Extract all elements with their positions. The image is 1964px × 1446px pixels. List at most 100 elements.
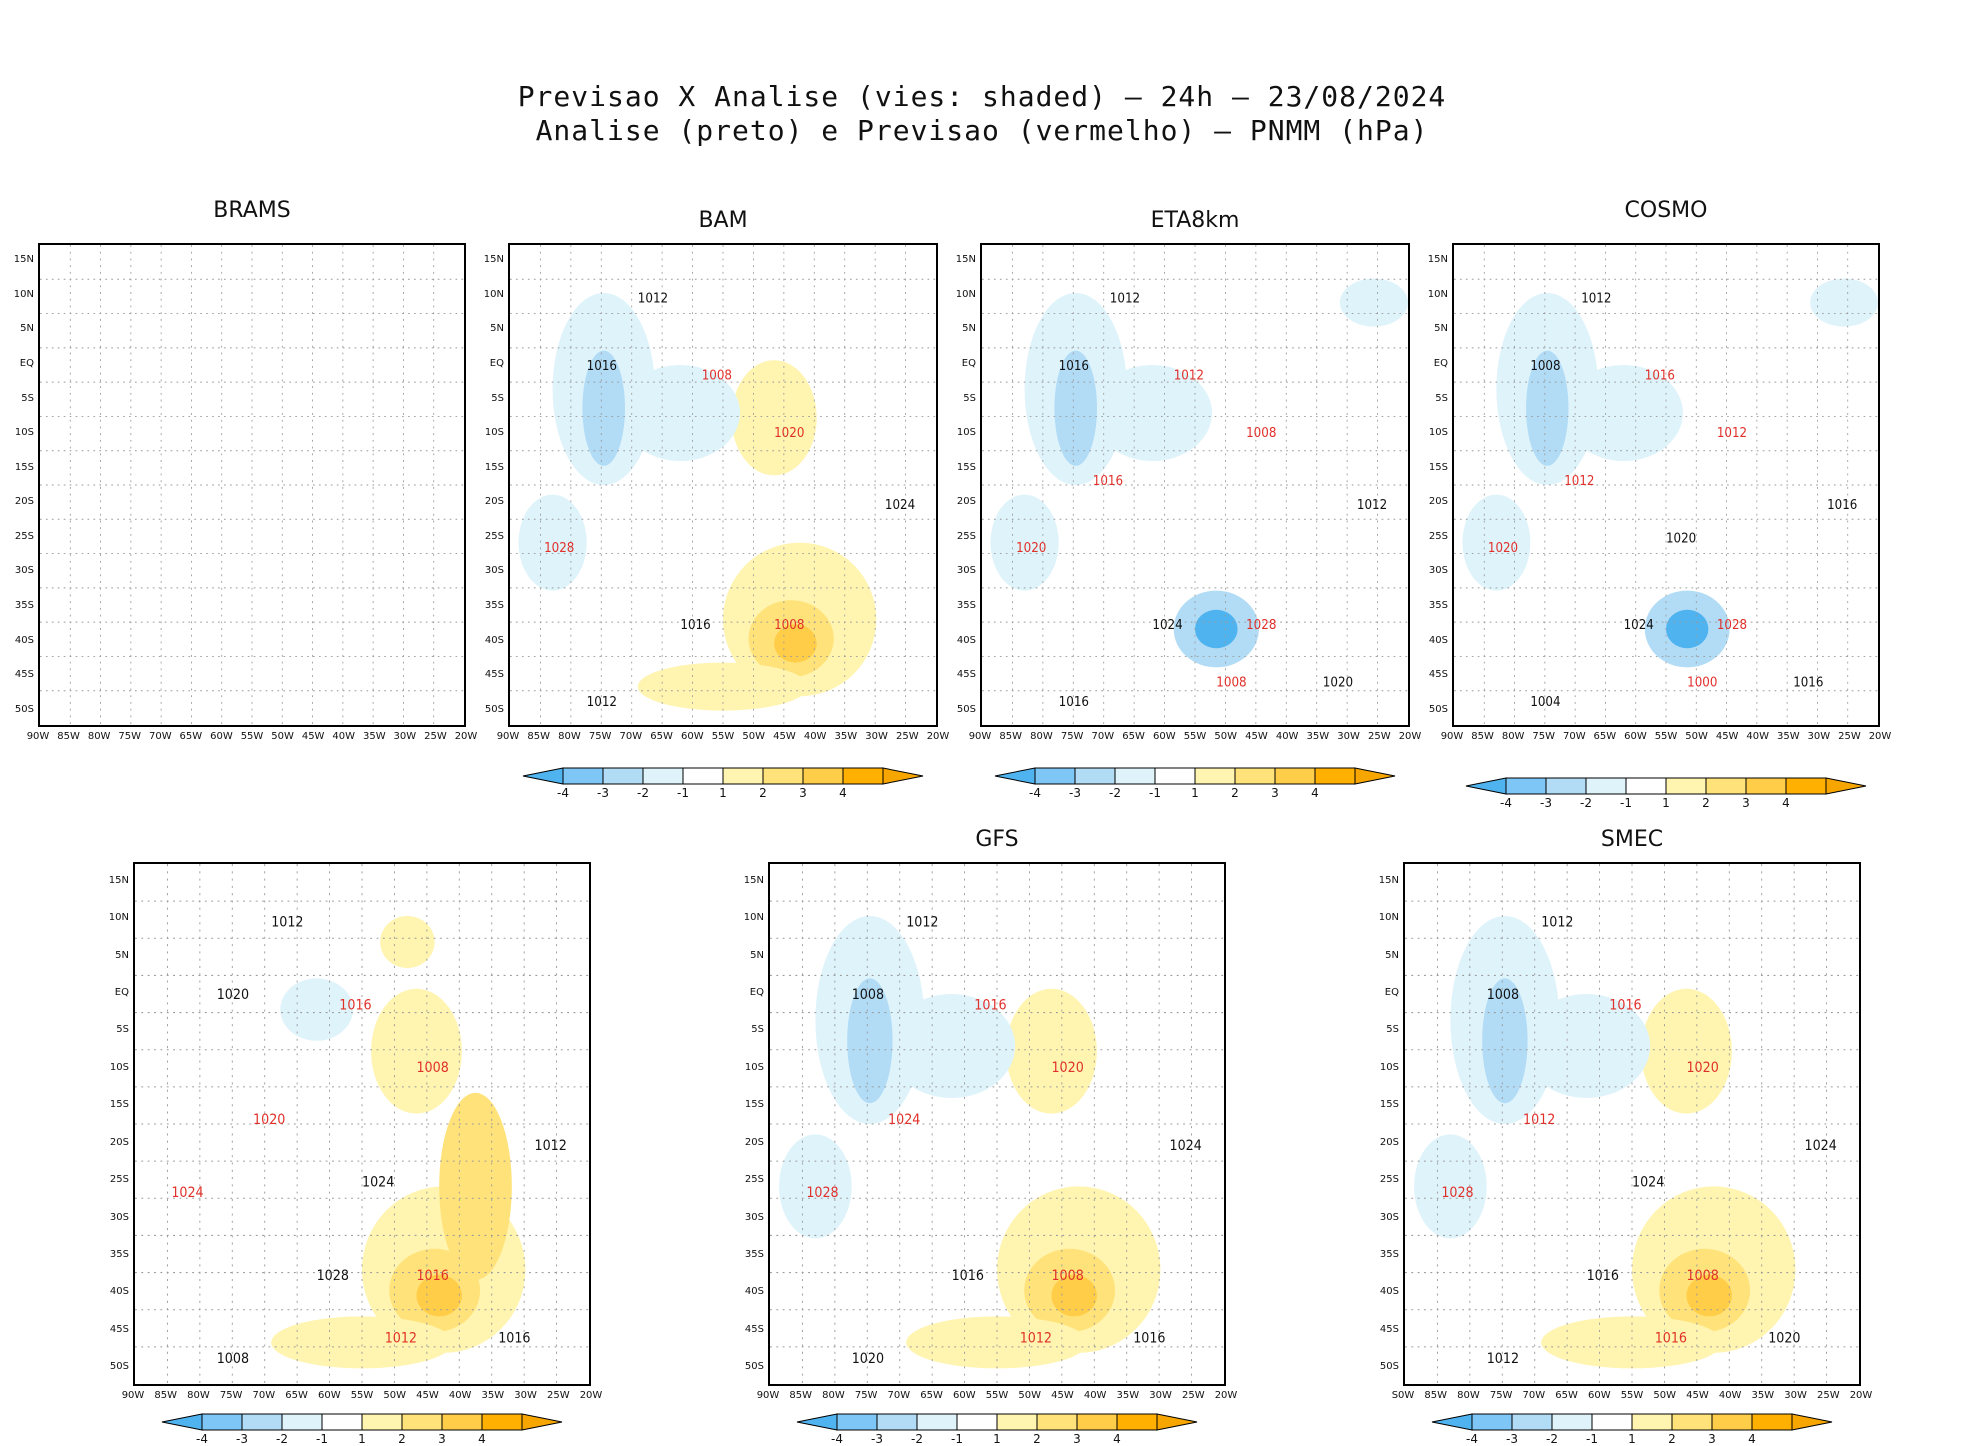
lat-label: 30S — [484, 565, 504, 577]
map-canvas: 1012 1016 1020 1008 1012 1024 1028 1016 1008 1012… — [135, 864, 589, 1384]
lat-label: EQ — [19, 358, 34, 369]
colorbar-swatch — [1274, 767, 1316, 785]
lon-label: 35W — [362, 731, 386, 742]
lon-label: 90W — [968, 731, 992, 742]
lat-label: EQ — [749, 987, 764, 998]
colorbar-label: -3 — [236, 1432, 248, 1446]
colorbar-label: -4 — [1466, 1432, 1478, 1446]
colorbar-swatch — [361, 1413, 403, 1431]
lon-label: 60W — [1587, 1390, 1611, 1401]
lon-label: 35W — [1751, 1390, 1775, 1401]
lat-label: 35S — [484, 600, 504, 611]
colorbar-label: 1 — [1628, 1432, 1636, 1446]
lat-label: 50S — [956, 703, 976, 715]
lat-label: 15S — [956, 461, 976, 473]
bias-shading — [637, 662, 809, 711]
lon-label: 40W — [1718, 1390, 1742, 1401]
isobar-label: 1028 — [806, 1184, 838, 1201]
colorbar-swatch — [1074, 767, 1116, 785]
isobar-label: 1016 — [1609, 997, 1641, 1014]
isobar-label: 1012 — [1020, 1330, 1052, 1347]
colorbar-swatch — [1116, 1413, 1158, 1431]
lat-label: 15N — [483, 254, 504, 266]
isobar-analysis — [1602, 658, 1878, 716]
lon-label: 20W — [454, 731, 478, 742]
lat-label: 25S — [744, 1174, 764, 1186]
isobar-label: 1020 — [1016, 540, 1046, 556]
lat-label: 35S — [1379, 1249, 1399, 1260]
map-panel-smec: 1012 1016 1008 1020 1024 1028 1016 1008 1012 1016… — [1403, 862, 1861, 1386]
lon-label: 60W — [1624, 731, 1647, 742]
lat-label: 10S — [1379, 1061, 1399, 1073]
lon-label: 50W — [271, 731, 294, 742]
lat-label: 50S — [14, 703, 34, 715]
lon-label: 70W — [887, 1390, 911, 1401]
lon-label: 40W — [1275, 731, 1299, 742]
isobar-label: 1024 — [1632, 1174, 1664, 1191]
lon-label: 65W — [285, 1390, 308, 1401]
isobar-label: 1020 — [1666, 530, 1696, 546]
colorbar-swatch — [802, 767, 844, 785]
isobar-label: 1024 — [1152, 616, 1182, 632]
lat-label: 15N — [13, 254, 34, 266]
colorbar-swatch — [1591, 1413, 1633, 1431]
colorbar-swatch — [1465, 777, 1507, 795]
bias-shading — [1526, 350, 1569, 466]
map-panel-brams — [38, 243, 466, 727]
coastline — [519, 250, 851, 718]
map-panel-gfs: 1012 1016 1008 1020 1024 1028 1016 1008 1020 1012… — [768, 862, 1226, 1386]
colorbar-swatch — [521, 1413, 563, 1431]
lon-label: 85W — [1471, 731, 1494, 742]
lat-label: 50S — [484, 703, 504, 715]
map-panel-cosmo: 1012 1016 1008 1012 1016 1020 1024 1028 1004 1000… — [1452, 243, 1880, 727]
isobar-analysis — [1110, 629, 1408, 701]
figure-title-line2: Analise (preto) e Previsao (vermelho) – … — [535, 114, 1429, 147]
lon-label: 65W — [1593, 731, 1617, 742]
lon-label: 50W — [1653, 1390, 1677, 1401]
lon-label: 30W — [1784, 1390, 1807, 1401]
isobar-forecast — [1670, 589, 1764, 651]
lat-label: 45S — [1379, 1323, 1399, 1335]
lat-label: 50S — [1428, 703, 1448, 715]
lat-label: 30S — [1428, 565, 1448, 577]
lat-label: 10N — [108, 912, 129, 924]
colorbar-label: -1 — [677, 786, 689, 800]
lon-label: 35W — [481, 1390, 505, 1401]
lon-label: 30W — [865, 731, 888, 742]
colorbar-label: 3 — [799, 786, 807, 800]
lat-label: 10N — [955, 288, 976, 300]
isobar-label: 1020 — [852, 1350, 884, 1367]
isobar-label: 1028 — [317, 1267, 349, 1284]
colorbar — [522, 767, 924, 785]
lat-label: 30S — [1379, 1211, 1399, 1223]
colorbar-swatch — [876, 1413, 918, 1431]
colorbar-swatch — [281, 1413, 323, 1431]
lon-label: 55W — [985, 1390, 1009, 1401]
lat-label: 15N — [955, 254, 976, 266]
lon-label: 35W — [1116, 1390, 1140, 1401]
colorbar-swatch — [916, 1413, 958, 1431]
colorbar-label: -2 — [1546, 1432, 1558, 1446]
colorbar-swatch — [1234, 767, 1276, 785]
colorbar-swatch — [882, 767, 924, 785]
isobar-label: 1012 — [1357, 496, 1387, 512]
colorbar-label: 3 — [1708, 1432, 1716, 1446]
lat-label: 5S — [116, 1024, 129, 1036]
coastline — [779, 869, 1133, 1376]
colorbar-label: -2 — [911, 1432, 923, 1446]
lat-label: EQ — [489, 358, 504, 369]
bias-shading — [774, 624, 817, 663]
lon-label: 85W — [1424, 1390, 1448, 1401]
colorbar-label: 3 — [1073, 1432, 1081, 1446]
isobar-label: 1008 — [1686, 1267, 1718, 1284]
colorbar-swatch — [762, 767, 804, 785]
map-canvas: 1012 1008 1016 1020 1024 1028 1016 1008 1012 — [510, 245, 936, 725]
map-panel-unnamed: 1012 1016 1020 1008 1012 1024 1028 1016 1008 1012… — [133, 862, 591, 1386]
lat-label: 25S — [1379, 1174, 1399, 1186]
lat-label: 15S — [484, 461, 504, 473]
isobar-forecast — [1454, 586, 1878, 683]
isobar-label: 1016 — [1133, 1330, 1165, 1347]
colorbar-label: 2 — [1668, 1432, 1676, 1446]
colorbar-label: 4 — [1311, 786, 1319, 800]
isobar-forecast — [1602, 664, 1878, 722]
